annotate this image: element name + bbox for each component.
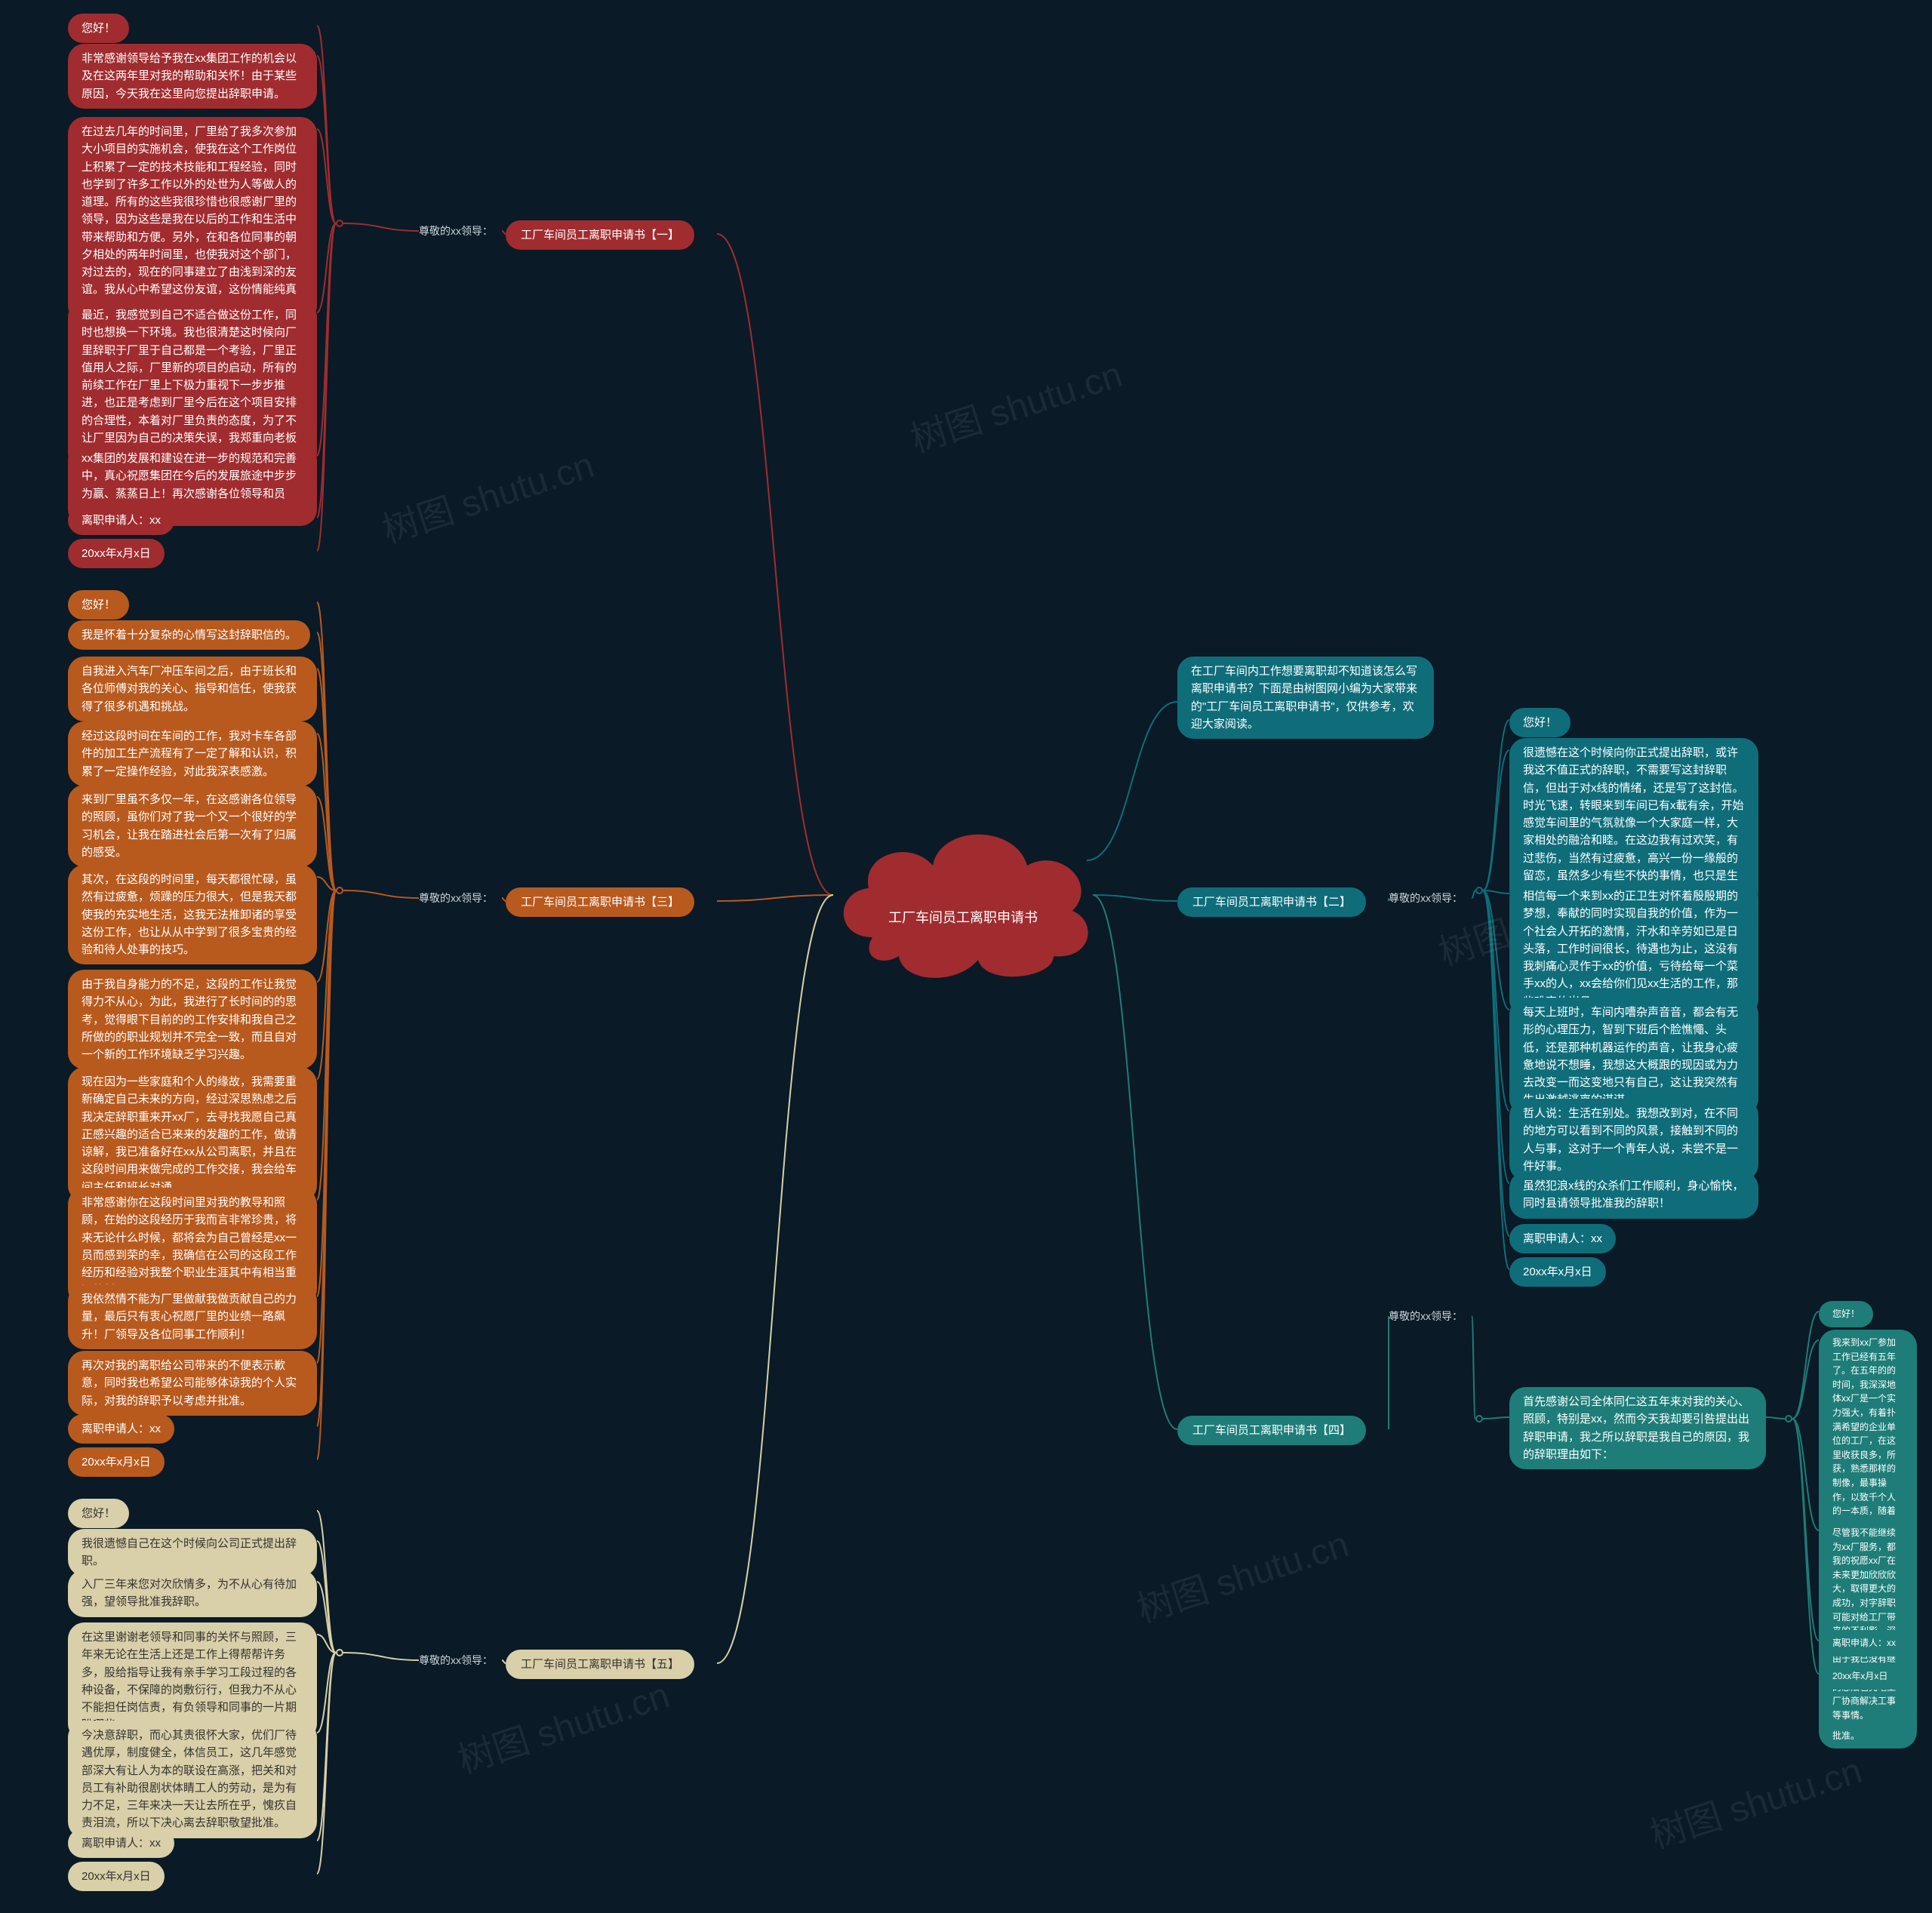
leaf-note: 在过去几年的时间里，厂里给了我多次参加大小项目的实施机会，使我在这个工作岗位上积… xyxy=(68,117,317,322)
leaf-note: 入厂三年来您对次欣情多，为不从心有待加强，望领导批准我辞职。 xyxy=(68,1570,317,1617)
leaf-note: 由于我自身能力的不足，这段的工作让我觉得力不从心，为此，我进行了长时间的的思考，… xyxy=(68,970,317,1069)
salutation: 尊敬的xx领导： xyxy=(419,223,493,238)
fork-dot xyxy=(1475,1415,1483,1422)
watermark: 树图 shutu.cn xyxy=(903,345,1128,463)
leaf-note: 来到厂里虽不多仅一年，在这感谢各位领导的照顾，虽你们对了我一个又一个很好的学习机… xyxy=(68,785,317,867)
watermark: 树图 shutu.cn xyxy=(374,435,599,553)
fork-dot xyxy=(336,887,343,894)
leaf-note: 现在因为一些家庭和个人的缘故，我需要重新确定自己未来的方向，经过深思熟虑之后我决… xyxy=(68,1067,317,1202)
leaf-note: 自我进入汽车厂冲压车间之后，由于班长和各位师傅对我的关心、指导和信任，使我获得了… xyxy=(68,657,317,721)
leaf-note: 其次，在这段的时间里，每天都很忙碌，虽然有过疲惫，烦躁的压力很大，但是我天都使我… xyxy=(68,865,317,964)
watermark: 树图 shutu.cn xyxy=(1642,1741,1867,1859)
fork-dot xyxy=(1475,887,1483,894)
leaf-note: 每天上班时，车间内嘈杂声音音，都会有无形的心理压力，智到下班后个脸憔憴、头低，还… xyxy=(1509,998,1758,1115)
branch-title[interactable]: 工厂车间员工离职申请书【五】 xyxy=(506,1650,694,1679)
leaf-note: 离职申请人：xx xyxy=(68,1414,174,1444)
leaf-note: 我依然情不能为厂里做献我做贡献自己的力量，最后只有衷心祝愿厂里的业绩一路飙升！厂… xyxy=(68,1284,317,1349)
intro-note: 在工厂车间内工作想要离职却不知道该怎么写离职申请书？下面是由树图网小编为大家带来… xyxy=(1177,657,1434,739)
inner-note: 首先感谢公司全体同仁这五年来对我的关心、照顾，特别是xx，然而今天我却要引咎提出… xyxy=(1509,1387,1766,1469)
leaf-note: 20xx年x月x日 xyxy=(1819,1663,1901,1690)
salutation: 尊敬的xx领导： xyxy=(419,1653,493,1668)
leaf-note: 20xx年x月x日 xyxy=(68,539,165,568)
fork-dot xyxy=(1785,1415,1792,1422)
branch-title[interactable]: 工厂车间员工离职申请书【二】 xyxy=(1177,887,1366,917)
watermark: 树图 shutu.cn xyxy=(1129,1515,1354,1632)
leaf-note: 您好！ xyxy=(68,590,129,620)
center-node[interactable]: 工厂车间员工离职申请书 xyxy=(827,809,1099,983)
leaf-note: 离职申请人：xx xyxy=(1509,1224,1616,1253)
leaf-note: 尽管我不能继续为xx厂服务，都我的祝愿xx厂在未来更加欣欣欣大，取得更大的成功，… xyxy=(1819,1520,1917,1728)
leaf-note: 今决意辞职，而心其责很怀大家，优们厂待遇优厚，制度健全，体信员工，这几年感觉部深… xyxy=(68,1721,317,1838)
leaf-note: 虽然犯浪x线的众杀们工作顺利，身心愉快，同时县请领导批准我的辞职！ xyxy=(1509,1171,1758,1219)
leaf-note: 哲人说：生活在别处。我想改到对，在不同的地方可以看到不同的风景，接触到不同的人与… xyxy=(1509,1099,1758,1181)
branch-title[interactable]: 工厂车间员工离职申请书【一】 xyxy=(506,220,694,250)
leaf-note: 20xx年x月x日 xyxy=(1509,1257,1606,1287)
leaf-note: 您好！ xyxy=(68,1499,129,1528)
leaf-note: 20xx年x月x日 xyxy=(68,1447,165,1477)
leaf-note: 再次对我的离职给公司带来的不便表示歉意，同时我也希望公司能够体谅我的个人实际，对… xyxy=(68,1351,317,1416)
leaf-note: 20xx年x月x日 xyxy=(68,1862,165,1891)
leaf-note: 离职申请人：xx xyxy=(1819,1630,1909,1656)
leaf-note: 经过这段时间在车间的工作，我对卡车各部件的加工生产流程有了一定了解和认识，积累了… xyxy=(68,721,317,786)
leaf-note: 您好！ xyxy=(1509,708,1571,737)
leaf-note: 离职申请人：xx xyxy=(68,506,174,535)
salutation: 尊敬的xx领导： xyxy=(419,890,493,906)
leaf-note: 离职申请人：xx xyxy=(68,1828,174,1858)
branch-title[interactable]: 工厂车间员工离职申请书【四】 xyxy=(1177,1416,1366,1445)
branch-title[interactable]: 工厂车间员工离职申请书【三】 xyxy=(506,887,694,917)
fork-dot xyxy=(336,1649,343,1656)
leaf-note: 相信每一个来到xx的正卫生对怀着殷殷期的梦想，奉献的同时实现自我的价值，作为一个… xyxy=(1509,881,1758,1016)
fork-dot xyxy=(336,220,343,227)
leaf-note: 非常感谢领导给予我在xx集团工作的机会以及在这两年里对我的帮助和关怀！由于某些原… xyxy=(68,44,317,109)
watermark: 树图 shutu.cn xyxy=(450,1665,675,1783)
leaf-note: 您好！ xyxy=(68,14,129,43)
salutation: 尊敬的xx领导： xyxy=(1389,890,1463,906)
leaf-note: 我是怀着十分复杂的心情写这封辞职信的。 xyxy=(68,620,310,650)
cloud-icon xyxy=(827,809,1099,983)
leaf-note: 您好！ xyxy=(1819,1301,1873,1327)
salutation: 尊敬的xx领导： xyxy=(1389,1309,1463,1324)
center-label: 工厂车间员工离职申请书 xyxy=(827,907,1099,927)
